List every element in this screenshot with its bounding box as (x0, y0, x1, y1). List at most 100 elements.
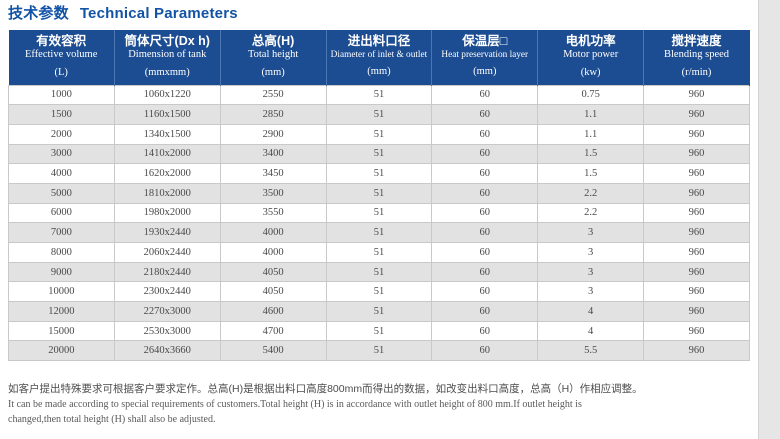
table-cell: 960 (643, 281, 750, 303)
table-cell: 960 (643, 182, 750, 204)
table-row: 6000 1980x2000 3550 51 60 2.2 960 (8, 202, 750, 224)
table-header: 有效容积 Effective volume (L) 筒体尺寸(Dx h) Dimensi… (8, 30, 750, 85)
table-cell: 60 (431, 222, 539, 243)
table-cell: 8000 (8, 242, 115, 263)
table-cell: 51 (325, 104, 433, 125)
table-cell: 60 (431, 123, 539, 145)
table-cell: 51 (325, 182, 433, 204)
table-cell: 5400 (219, 340, 327, 362)
table-cell: 51 (325, 84, 433, 106)
page-title-en: Technical Parameters (79, 5, 238, 22)
column-header: 搅拌速度 Blending speed (r/min) (643, 30, 750, 85)
column-header-unit: (mm) (473, 66, 497, 78)
table-cell: 4600 (219, 301, 327, 322)
table-cell: 51 (325, 222, 433, 243)
table-row: 15000 2530x3000 4700 51 60 4 960 (8, 320, 750, 342)
table-row: 3000 1410x2000 3400 51 60 1.5 960 (8, 143, 750, 165)
table-cell: 7000 (8, 222, 115, 243)
column-header-en: Blending speed (664, 49, 730, 61)
table-cell: 1500 (8, 104, 115, 125)
column-header: 筒体尺寸(Dx h) Dimension of tank (mmxmm) (114, 30, 221, 85)
table-cell: 51 (325, 163, 433, 184)
column-header-unit: (r/min) (681, 66, 712, 78)
table-row: 4000 1620x2000 3450 51 60 1.5 960 (8, 163, 750, 184)
table-row: 10000 2300x2440 4050 51 60 3 960 (8, 281, 750, 303)
table-cell: 60 (431, 301, 539, 322)
column-header-en: Diameter of inlet & outlet (330, 49, 428, 60)
table-cell: 1410x2000 (113, 143, 221, 165)
table-cell: 60 (431, 84, 539, 106)
table-cell: 60 (431, 182, 539, 204)
table-cell: 0.75 (537, 84, 645, 106)
table-cell: 1.5 (537, 163, 645, 184)
table-cell: 3 (537, 281, 645, 303)
table-cell: 15000 (8, 320, 115, 342)
column-header-en: Heat preservation layer (441, 49, 529, 60)
table-cell: 1980x2000 (113, 202, 221, 224)
column-header-zh: 总高(H) (251, 33, 295, 48)
column-header: 进出料口径 Diameter of inlet & outlet (mm) (326, 30, 433, 85)
table-cell: 960 (643, 202, 750, 224)
table-cell: 2060x2440 (113, 242, 221, 263)
table-row: 20000 2640x3660 5400 51 60 5.5 960 (8, 340, 750, 362)
table-body: 1000 1060x1220 2550 51 60 0.75 960 1500 1160x150… (8, 84, 750, 362)
table-cell: 10000 (8, 281, 115, 303)
table-cell: 960 (643, 104, 750, 125)
table-row: 1000 1060x1220 2550 51 60 0.75 960 (8, 84, 750, 106)
table-cell: 1000 (8, 84, 115, 106)
column-header-zh: 搅拌速度 (671, 33, 722, 48)
table-row: 5000 1810x2000 3500 51 60 2.2 960 (8, 182, 750, 204)
table-cell: 3450 (219, 163, 327, 184)
table-cell: 5.5 (537, 340, 645, 362)
table-cell: 51 (325, 320, 433, 342)
table-cell: 2300x2440 (113, 281, 221, 303)
table-cell: 960 (643, 163, 750, 184)
table-cell: 51 (325, 202, 433, 224)
column-header-unit: (L) (54, 66, 68, 78)
table-cell: 960 (643, 84, 750, 106)
table-cell: 51 (325, 143, 433, 165)
column-header-unit: (mm) (367, 66, 391, 78)
column-header-zh: 电机功率 (565, 33, 616, 48)
table-cell: 6000 (8, 202, 115, 224)
table-cell: 1.1 (537, 123, 645, 145)
column-header-en: Effective volume (24, 49, 98, 61)
table-cell: 51 (325, 261, 433, 283)
technical-parameters-table: 有效容积 Effective volume (L) 筒体尺寸(Dx h) Dimensi… (8, 30, 750, 362)
table-cell: 4050 (219, 261, 327, 283)
table-cell: 2000 (8, 123, 115, 145)
column-header-en: Total height (247, 49, 299, 61)
table-cell: 20000 (8, 340, 115, 362)
table-cell: 3500 (219, 182, 327, 204)
table-cell: 960 (643, 222, 750, 243)
page-title-zh: 技术参数 (8, 5, 69, 22)
footnote-en: It can be made according to special requ… (8, 399, 582, 425)
table-cell: 2850 (219, 104, 327, 125)
table-cell: 60 (431, 104, 539, 125)
table-cell: 1930x2440 (113, 222, 221, 243)
table-cell: 2640x3660 (113, 340, 221, 362)
table-cell: 2.2 (537, 202, 645, 224)
table-cell: 60 (431, 202, 539, 224)
table-cell: 2550 (219, 84, 327, 106)
table-row: 7000 1930x2440 4000 51 60 3 960 (8, 222, 750, 243)
table-cell: 2270x3000 (113, 301, 221, 322)
column-header: 有效容积 Effective volume (L) (8, 30, 115, 85)
table-row: 1500 1160x1500 2850 51 60 1.1 960 (8, 104, 750, 125)
table-cell: 5000 (8, 182, 115, 204)
table-cell: 960 (643, 320, 750, 342)
table-cell: 51 (325, 281, 433, 303)
column-header-en: Dimension of tank (128, 49, 207, 61)
column-header: 保温层□ Heat preservation layer (mm) (431, 30, 539, 85)
table-cell: 4700 (219, 320, 327, 342)
table-cell: 3550 (219, 202, 327, 224)
table-cell: 1620x2000 (113, 163, 221, 184)
table-cell: 9000 (8, 261, 115, 283)
table-cell: 1340x1500 (113, 123, 221, 145)
column-header-zh: 进出料口径 (347, 34, 411, 49)
table-cell: 51 (325, 123, 433, 145)
table-cell: 4050 (219, 281, 327, 303)
table-header-row: 有效容积 Effective volume (L) 筒体尺寸(Dx h) Dimensi… (8, 30, 750, 85)
table-cell: 4 (537, 301, 645, 322)
table-cell: 1.5 (537, 143, 645, 165)
